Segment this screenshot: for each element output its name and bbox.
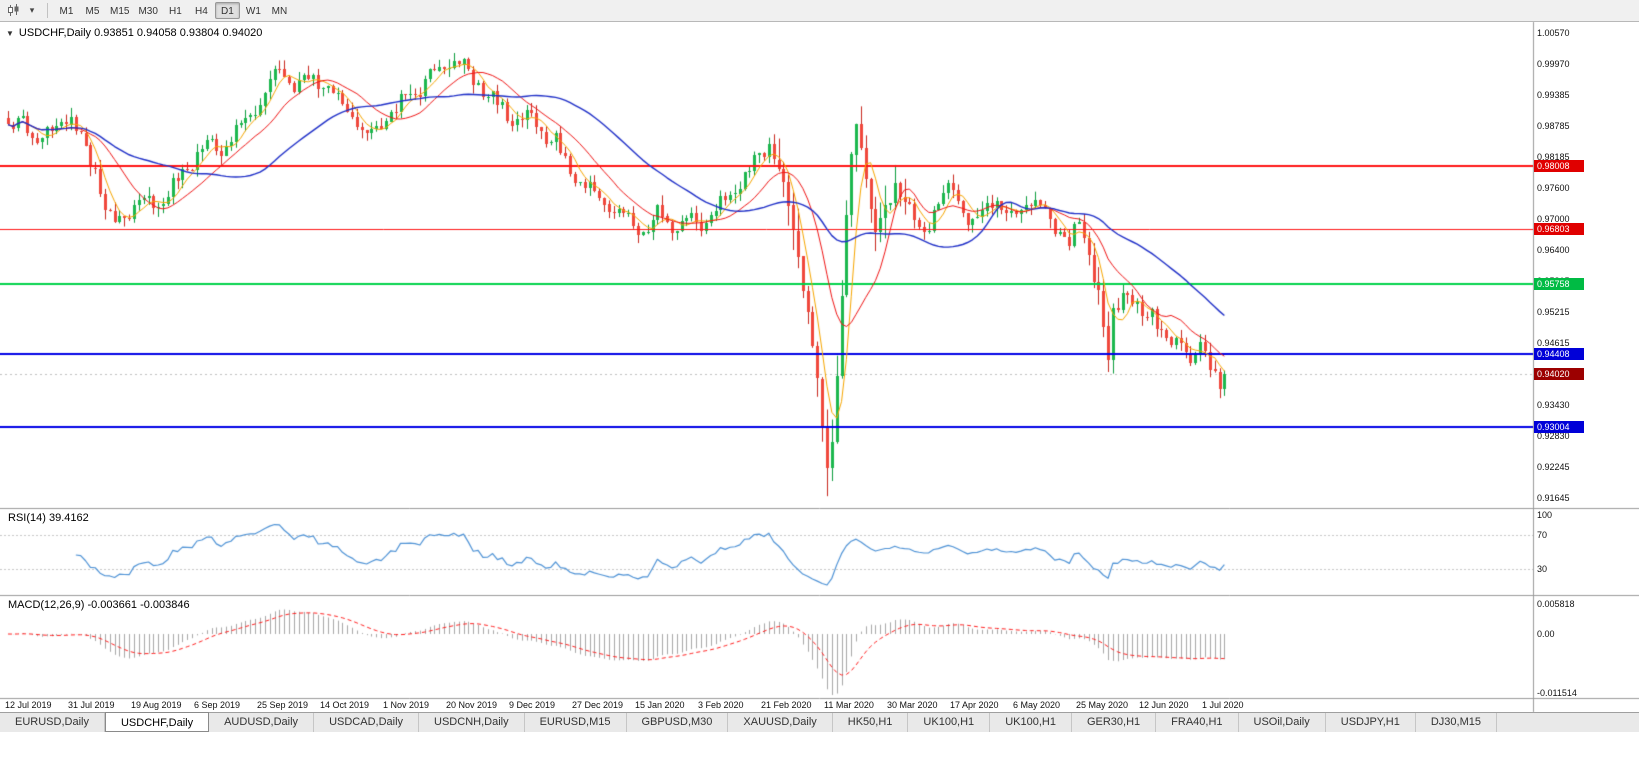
- timeframe-button-m30[interactable]: M30: [138, 6, 158, 17]
- current-price-tag: 0.94020: [1534, 368, 1584, 381]
- price-axis-label: 0.99385: [1537, 89, 1570, 100]
- chart-tab-usoil-daily[interactable]: USOil,Daily: [1239, 713, 1326, 732]
- chart-tab-usdcnh-daily[interactable]: USDCNH,Daily: [419, 713, 525, 732]
- price-axis-label: 0.97000: [1537, 214, 1570, 224]
- chart-tab-hk50-h1[interactable]: HK50,H1: [833, 713, 909, 732]
- date-axis-label: 9 Dec 2019: [509, 700, 556, 710]
- price-axis-label: 1.00570: [1537, 28, 1570, 38]
- price-axis-label: 0.92830: [1537, 431, 1570, 442]
- macd-indicator-label: MACD(12,26,9) -0.003661 -0.003846: [8, 599, 190, 611]
- chart-tab-ger30-h1[interactable]: GER30,H1: [1072, 713, 1157, 732]
- macd-axis-label: 0.005818: [1537, 599, 1575, 609]
- date-axis-label: 31 Jul 2019: [68, 700, 115, 710]
- one-click-trading-toggle-icon[interactable]: ▼: [6, 28, 14, 38]
- chart-tab-usdcad-daily[interactable]: USDCAD,Daily: [314, 713, 420, 732]
- price-axis-label: 0.96400: [1537, 245, 1570, 256]
- timeframe-button-group: M1 M5 M15 M30 H1 H4 D1 W1 MN: [54, 2, 292, 19]
- date-axis-label: 6 Sep 2019: [194, 700, 241, 710]
- date-axis-label: 11 Mar 2020: [824, 700, 874, 710]
- chart-tab-usdchf-daily[interactable]: USDCHF,Daily: [104, 712, 210, 732]
- price-axis-label: 0.91645: [1537, 493, 1570, 503]
- timeframe-button-w1[interactable]: W1: [245, 6, 261, 17]
- rsi-plot-area[interactable]: [0, 509, 1533, 595]
- timeframe-button-m1[interactable]: M1: [59, 6, 74, 17]
- price-axis-label: 0.95215: [1537, 307, 1570, 317]
- price-axis-label: 0.98785: [1537, 121, 1570, 131]
- timeframe-button-m5[interactable]: M5: [85, 6, 100, 17]
- macd-axis-label: 0.00: [1537, 629, 1555, 639]
- chart-type-candlestick-icon[interactable]: [4, 2, 22, 20]
- hline-price-tag: 0.96803: [1534, 223, 1584, 236]
- rsi-indicator-label: RSI(14) 39.4162: [8, 512, 89, 524]
- date-axis-label: 12 Jun 2020: [1139, 700, 1189, 710]
- price-axis-label: 0.94615: [1537, 338, 1570, 349]
- date-axis-label: 1 Nov 2019: [383, 700, 430, 710]
- hline-price-tag: 0.95758: [1534, 277, 1584, 290]
- chart-tab-dj30-m15[interactable]: DJ30,M15: [1416, 713, 1497, 732]
- price-axis-label: 0.97600: [1537, 182, 1570, 193]
- date-axis-label: 19 Aug 2019: [131, 700, 182, 710]
- timeframe-button-d1[interactable]: D1: [214, 2, 240, 19]
- chart-tab-usdjpy-h1[interactable]: USDJPY,H1: [1326, 713, 1416, 732]
- chart-tab-uk100-h1[interactable]: UK100,H1: [908, 713, 991, 732]
- date-axis-label: 17 Apr 2020: [950, 700, 999, 710]
- macd-plot-area[interactable]: [0, 596, 1533, 698]
- timeframe-button-h4[interactable]: H4: [195, 6, 208, 17]
- date-axis-label: 25 May 2020: [1076, 700, 1129, 710]
- rsi-axis-label: 100: [1537, 510, 1553, 520]
- date-axis-label: 21 Feb 2020: [761, 700, 812, 710]
- hline-price-tag: 0.98008: [1534, 160, 1584, 173]
- toolbar-separator: [47, 3, 48, 18]
- hline-price-tag: 0.93004: [1534, 421, 1584, 434]
- toolbar: ▾ M1 M5 M15 M30 H1 H4 D1 W1 MN: [0, 0, 1639, 22]
- date-axis-label: 15 Jan 2020: [635, 700, 685, 710]
- chart-tab-uk100-h1[interactable]: UK100,H1: [990, 713, 1072, 732]
- price-axis-label: 0.98185: [1537, 152, 1570, 163]
- chart-tab-audusd-daily[interactable]: AUDUSD,Daily: [209, 713, 315, 732]
- chart-tab-xauusd-daily[interactable]: XAUUSD,Daily: [728, 713, 833, 732]
- chart-title-ohlc: USDCHF,Daily 0.93851 0.94058 0.93804 0.9…: [18, 27, 263, 39]
- timeframe-button-m15[interactable]: M15: [110, 6, 130, 17]
- chart-tab-eurusd-daily[interactable]: EURUSD,Daily: [0, 713, 105, 732]
- price-axis-label: 0.93430: [1537, 400, 1570, 410]
- date-axis-label: 1 Jul 2020: [1202, 700, 1244, 710]
- price-axis-label: 0.99970: [1537, 59, 1570, 70]
- timeframe-button-h1[interactable]: H1: [169, 6, 182, 17]
- date-axis-label: 30 Mar 2020: [887, 700, 938, 710]
- chart-tab-fra40-h1[interactable]: FRA40,H1: [1156, 713, 1239, 732]
- date-axis-label: 14 Oct 2019: [320, 700, 370, 710]
- price-axis-label: 0.92245: [1537, 461, 1570, 472]
- date-axis-label: 25 Sep 2019: [257, 700, 309, 710]
- rsi-axis-label: 70: [1537, 530, 1548, 541]
- chart-tab-gbpusd-m30[interactable]: GBPUSD,M30: [627, 713, 729, 732]
- date-axis-label: 20 Nov 2019: [446, 700, 498, 710]
- date-axis-label: 27 Dec 2019: [572, 700, 624, 710]
- chart-tab-eurusd-m15[interactable]: EURUSD,M15: [525, 713, 627, 732]
- date-axis-label: 12 Jul 2019: [5, 700, 52, 710]
- chart-tab-bar: EURUSD,Daily USDCHF,Daily AUDUSD,Daily USDC…: [0, 712, 1639, 732]
- macd-axis-label: -0.011514: [1537, 688, 1577, 699]
- hline-price-tag: 0.94408: [1534, 348, 1584, 361]
- date-axis-label: 6 May 2020: [1013, 700, 1061, 710]
- chart-title-row: ▼ USDCHF,Daily 0.93851 0.94058 0.93804 0…: [6, 27, 262, 39]
- rsi-axis-label: 30: [1537, 563, 1548, 574]
- main-chart-plot-area[interactable]: [0, 22, 1533, 508]
- chart-type-dropdown-icon[interactable]: ▾: [29, 5, 35, 15]
- timeframe-button-mn[interactable]: MN: [271, 6, 288, 17]
- date-axis-label: 3 Feb 2020: [698, 700, 744, 710]
